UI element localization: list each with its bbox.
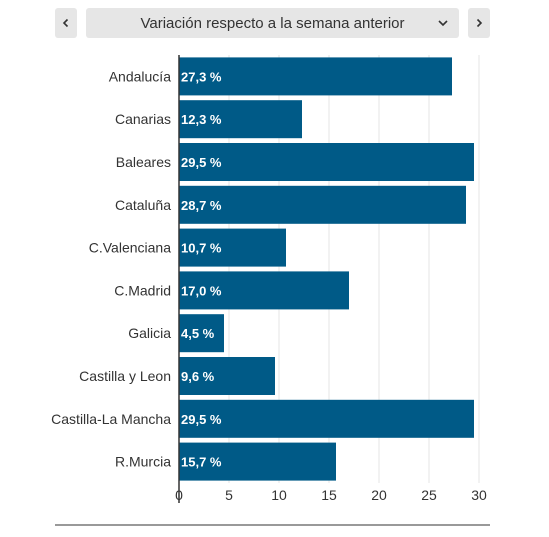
data-label: 10,7 %	[181, 241, 222, 256]
bar	[179, 100, 302, 139]
category-label: Baleares	[116, 154, 171, 170]
data-label: 9,6 %	[181, 369, 215, 384]
data-label: 28,7 %	[181, 198, 222, 213]
bar	[179, 399, 474, 438]
category-label: R.Murcia	[115, 454, 171, 470]
bar	[179, 357, 275, 395]
category-label: Castilla y Leon	[79, 368, 171, 384]
bar	[179, 442, 336, 481]
data-label: 29,5 %	[181, 155, 222, 170]
selector-label: Variación respecto a la semana anterior	[140, 14, 405, 32]
x-tick-label: 15	[321, 487, 337, 503]
x-tick-label: 20	[371, 487, 387, 503]
category-label: Andalucía	[109, 68, 171, 84]
bottom-divider	[55, 524, 490, 526]
chevron-left-icon	[62, 18, 69, 28]
chevron-down-icon	[438, 20, 448, 27]
data-label: 15,7 %	[181, 455, 222, 470]
next-button[interactable]	[468, 8, 490, 38]
chevron-right-icon	[476, 18, 483, 28]
category-label: C.Madrid	[114, 282, 171, 298]
bar	[179, 228, 286, 267]
bar	[179, 185, 466, 224]
bar	[179, 314, 224, 353]
category-label: Cataluña	[115, 197, 171, 213]
x-tick-label: 25	[421, 487, 437, 503]
data-label: 12,3 %	[181, 112, 222, 127]
bar	[179, 271, 349, 310]
category-label: Canarias	[115, 111, 171, 127]
data-label: 27,3 %	[181, 69, 222, 84]
bar	[179, 143, 474, 181]
category-label: Castilla-La Mancha	[51, 411, 171, 427]
x-tick-label: 5	[225, 487, 233, 503]
prev-button[interactable]	[55, 8, 77, 38]
category-label: Galicia	[128, 325, 171, 341]
data-label: 4,5 %	[181, 326, 215, 341]
metric-selector[interactable]: Variación respecto a la semana anterior	[86, 8, 459, 38]
data-label: 29,5 %	[181, 412, 222, 427]
x-tick-label: 30	[471, 487, 487, 503]
data-label: 17,0 %	[181, 283, 222, 298]
x-tick-label: 10	[271, 487, 287, 503]
category-label: C.Valenciana	[89, 240, 171, 256]
bar	[179, 57, 452, 96]
